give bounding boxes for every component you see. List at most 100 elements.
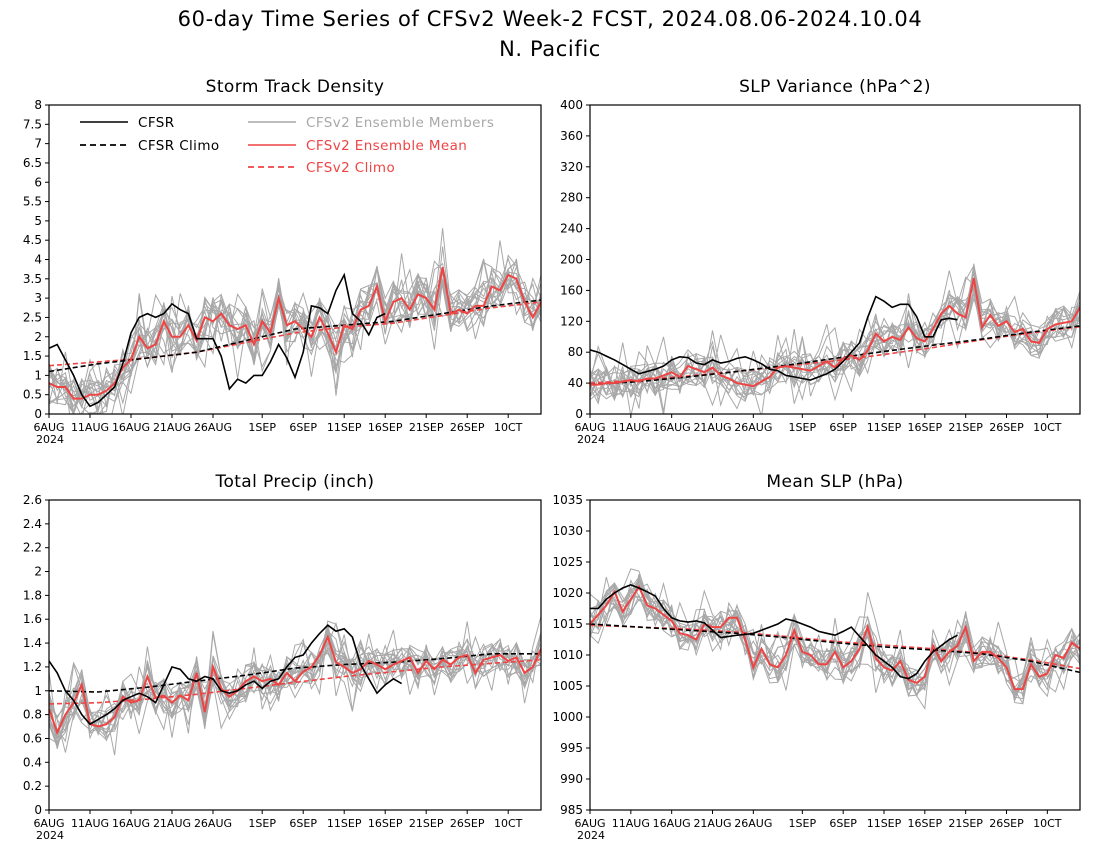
- x-tick-label: 11SEP: [867, 817, 902, 830]
- cfsv2-climo-line: [49, 659, 541, 705]
- y-tick-label: 8: [34, 98, 42, 112]
- y-tick-label: 1035: [552, 493, 583, 507]
- y-tick-label: 1: [34, 684, 42, 698]
- y-tick-label: 2.4: [23, 517, 42, 531]
- y-tick-label: 1000: [552, 710, 583, 724]
- ensemble-member-line: [49, 629, 541, 731]
- x-tick-label: 11AUG: [612, 421, 650, 434]
- y-tick-label: 0.5: [23, 388, 42, 402]
- y-tick-label: 400: [560, 98, 583, 112]
- ensemble-member-line: [49, 253, 541, 414]
- y-tick-label: 280: [560, 191, 583, 205]
- x-tick-label: 6AUG: [574, 817, 605, 830]
- x-tick-label: 1SEP: [248, 421, 276, 434]
- ensemble-member-line: [49, 268, 541, 414]
- ensemble-member-line: [590, 265, 1080, 401]
- panel-title: Storm Track Density: [206, 77, 385, 97]
- ensemble-member-line: [590, 280, 1080, 414]
- y-tick-label: 240: [560, 222, 583, 236]
- x-tick-label: 11AUG: [71, 421, 109, 434]
- x-tick-label: 26SEP: [989, 421, 1024, 434]
- x-tick-label: 6AUG: [33, 817, 64, 830]
- chart-panel-3: Total Precip (inch) 0 0.2 0.4 0.6 0.8 1 1.2 1.4 1…: [23, 472, 542, 842]
- ensemble-member-line: [590, 263, 1080, 399]
- figure-title: 60-day Time Series of CFSv2 Week-2 FCST,…: [178, 7, 923, 31]
- cfsr-climo-line: [590, 623, 1080, 674]
- x-tick-label: 11SEP: [327, 421, 362, 434]
- x-tick-label: 16AUG: [653, 421, 691, 434]
- x-tick-label: 6AUG: [574, 421, 605, 434]
- y-tick-label: 1.2: [23, 660, 42, 674]
- x-tick-label: 16AUG: [653, 817, 691, 830]
- ensemble-member-line: [49, 258, 541, 414]
- x-tick-label: 10CT: [494, 421, 523, 434]
- x-tick-label: 21AUG: [153, 421, 191, 434]
- ensemble-member-line: [49, 267, 541, 408]
- ensemble-mean-line: [590, 277, 1080, 388]
- y-tick-label: 7.5: [23, 117, 42, 131]
- x-tick-label: 16AUG: [112, 421, 150, 434]
- x-tick-label: 10CT: [1033, 817, 1062, 830]
- x-tick-label: 26SEP: [450, 421, 485, 434]
- y-tick-label: 3.5: [23, 272, 42, 286]
- x-tick-label: 16SEP: [368, 421, 403, 434]
- x-tick-label: 10CT: [494, 817, 523, 830]
- x-tick-label: 6SEP: [829, 817, 857, 830]
- legend-label: CFSv2 Climo: [306, 160, 395, 176]
- y-tick-label: 1.6: [23, 612, 42, 626]
- y-tick-label: 360: [560, 129, 583, 143]
- x-tick-label: 6SEP: [289, 421, 317, 434]
- plot-frame: [48, 104, 542, 415]
- plot-area: [590, 263, 1080, 414]
- y-tick-label: 1.5: [23, 349, 42, 363]
- y-tick-label: 40: [568, 376, 583, 390]
- y-tick-label: 1.4: [23, 636, 42, 650]
- x-tick-label: 26AUG: [194, 421, 232, 434]
- ensemble-member-line: [590, 583, 1080, 697]
- x-year-label: 2024: [577, 433, 605, 446]
- x-tick-label: 21AUG: [153, 817, 191, 830]
- y-tick-label: 200: [560, 253, 583, 267]
- x-tick-label: 16SEP: [368, 817, 403, 830]
- x-year-label: 2024: [36, 829, 64, 842]
- cfsr-line: [49, 624, 403, 726]
- y-tick-label: 0.8: [23, 708, 42, 722]
- x-year-label: 2024: [577, 829, 605, 842]
- legend-label: CFSR: [138, 115, 175, 131]
- plot-frame: [589, 104, 1081, 415]
- ensemble-mean-line: [49, 634, 541, 736]
- y-tick-label: 120: [560, 314, 583, 328]
- x-tick-label: 21SEP: [409, 421, 444, 434]
- ensemble-member-line: [49, 637, 541, 749]
- plot-area: [49, 616, 541, 756]
- plot-frame: [589, 499, 1081, 811]
- y-tick-label: 6: [34, 175, 42, 189]
- chart-panel-2: SLP Variance (hPa^2) 0 40 80 120 160 200 240 280…: [560, 77, 1081, 446]
- ensemble-member-line: [49, 265, 541, 414]
- x-tick-label: 1SEP: [248, 817, 276, 830]
- x-tick-label: 11AUG: [612, 817, 650, 830]
- y-tick-label: 0.4: [23, 755, 42, 769]
- x-tick-label: 21SEP: [948, 421, 983, 434]
- y-tick-label: 2.6: [23, 493, 42, 507]
- y-tick-label: 5: [34, 214, 42, 228]
- ensemble-member-line: [590, 287, 1080, 398]
- cfsr-line: [590, 295, 958, 381]
- ensemble-member-line: [590, 577, 1080, 710]
- y-tick-label: 160: [560, 283, 583, 297]
- x-tick-label: 21SEP: [948, 817, 983, 830]
- x-tick-label: 11AUG: [71, 817, 109, 830]
- legend: CFSR CFSR Climo CFSv2 Ensemble Members CFSv…: [80, 115, 494, 176]
- panel-title: Total Precip (inch): [215, 472, 375, 492]
- y-tick-label: 5.5: [23, 195, 42, 209]
- plot-area: [590, 568, 1080, 710]
- y-tick-label: 1010: [552, 648, 583, 662]
- x-tick-label: 11SEP: [867, 421, 902, 434]
- ensemble-member-line: [49, 267, 541, 414]
- x-tick-label: 16AUG: [112, 817, 150, 830]
- y-tick-label: 7: [34, 137, 42, 151]
- x-tick-label: 16SEP: [908, 817, 943, 830]
- plot-area: [49, 228, 541, 414]
- y-tick-label: 1030: [552, 524, 583, 538]
